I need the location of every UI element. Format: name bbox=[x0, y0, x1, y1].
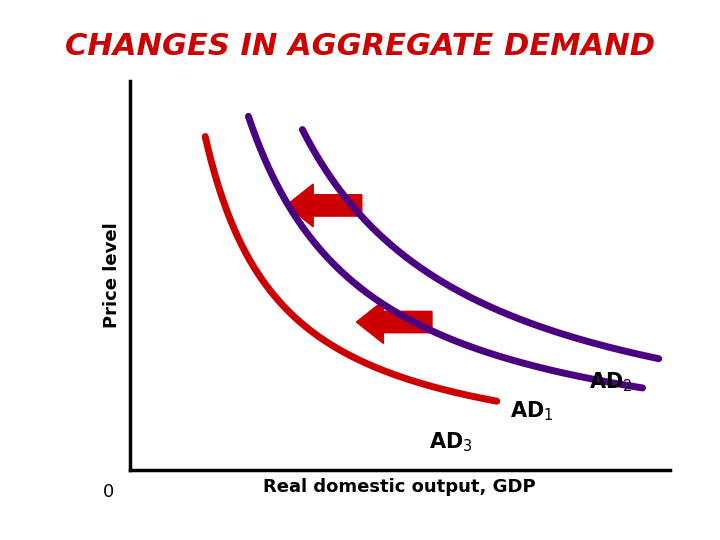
Text: 0: 0 bbox=[102, 483, 114, 501]
Y-axis label: Price level: Price level bbox=[103, 222, 121, 328]
Text: AD$_1$: AD$_1$ bbox=[510, 399, 554, 423]
FancyArrow shape bbox=[286, 184, 361, 227]
Text: AD$_3$: AD$_3$ bbox=[429, 430, 473, 454]
X-axis label: Real domestic output, GDP: Real domestic output, GDP bbox=[264, 478, 536, 496]
FancyArrow shape bbox=[356, 301, 432, 343]
Text: CHANGES IN AGGREGATE DEMAND: CHANGES IN AGGREGATE DEMAND bbox=[65, 32, 655, 62]
Text: AD$_2$: AD$_2$ bbox=[588, 370, 632, 394]
